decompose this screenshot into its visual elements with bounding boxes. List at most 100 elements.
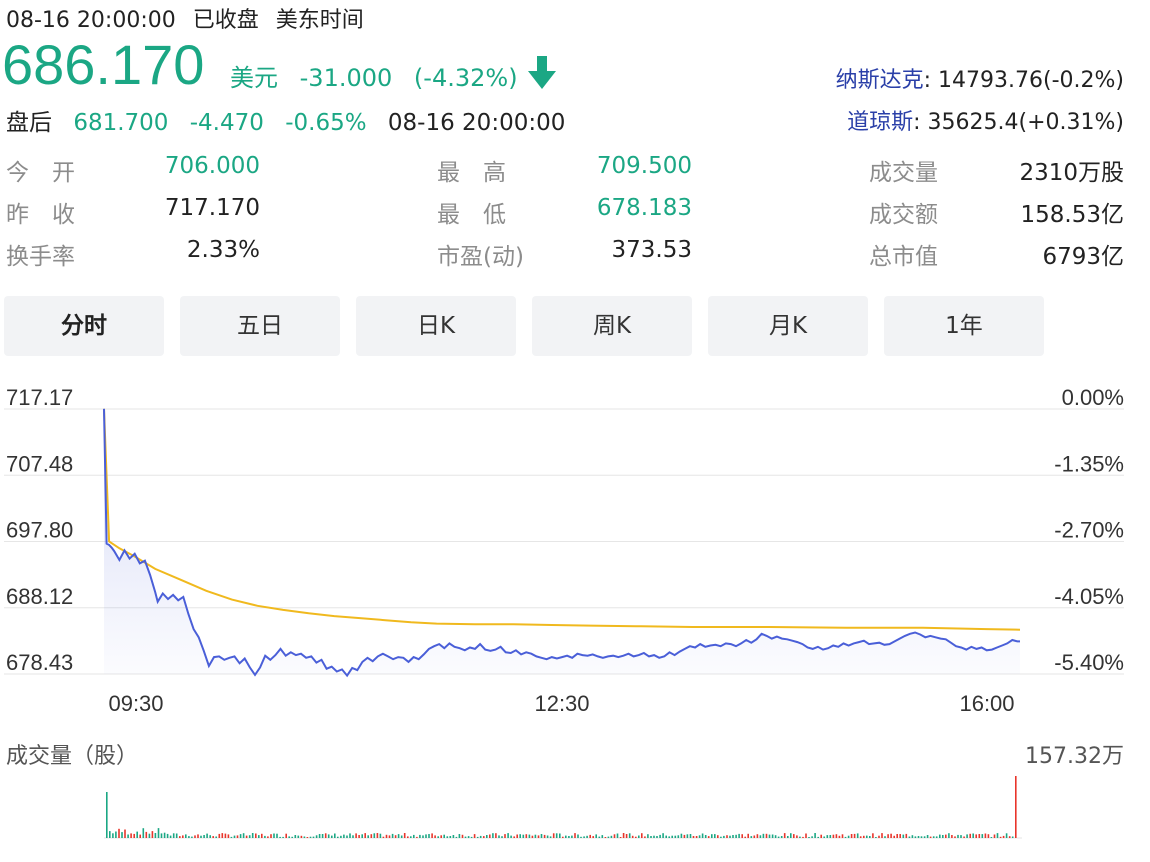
- volume-bar: [653, 835, 655, 838]
- volume-bar: [331, 835, 333, 838]
- volume-bar: [166, 833, 169, 838]
- volume-bar: [124, 829, 126, 838]
- quote-datetime: 08-16 20:00:00: [6, 8, 176, 33]
- y-tick-label-left: 707.48: [6, 451, 73, 476]
- volume-bar: [1002, 835, 1005, 838]
- volume-bar: [379, 833, 382, 838]
- volume-bar: [522, 834, 525, 838]
- volume-bar: [598, 836, 601, 838]
- volume-bar: [729, 835, 731, 838]
- volume-bar: [926, 835, 929, 838]
- price-change: -31.000: [299, 64, 393, 92]
- volume-bar: [115, 831, 117, 838]
- after-hours-price: 681.700: [73, 110, 169, 136]
- volume-bar: [984, 833, 987, 838]
- volume-bar: [233, 835, 236, 838]
- volume-bars: [104, 776, 1022, 839]
- tab-intraday[interactable]: 分时: [4, 296, 164, 356]
- y-tick-label-right: -4.05%: [1054, 584, 1124, 609]
- x-tick-label: 12:30: [534, 691, 589, 716]
- index-name: 纳斯达克: [835, 68, 924, 93]
- volume-bar: [343, 834, 345, 838]
- volume-bar: [972, 833, 974, 838]
- y-axis-labels-right: 0.00% -1.35% -2.70% -4.05% -5.40%: [1054, 385, 1124, 675]
- index-dow[interactable]: 道琼斯: 35625.4(+0.31%): [847, 104, 1124, 136]
- volume-bar: [215, 836, 217, 838]
- volume-bar: [823, 836, 825, 838]
- volume-bar: [1008, 836, 1011, 838]
- volume-bar: [236, 835, 239, 838]
- volume-bar: [543, 834, 546, 838]
- volume-bar: [519, 834, 521, 838]
- volume-bar: [403, 833, 406, 838]
- volume-bar: [987, 834, 990, 838]
- volume-bar: [890, 833, 892, 838]
- volume-bar: [929, 836, 932, 838]
- volume-bar: [875, 837, 877, 838]
- volume-bar: [917, 836, 920, 838]
- volume-bar: [483, 836, 485, 838]
- volume-bar: [847, 835, 850, 838]
- volume-bar: [337, 836, 339, 838]
- volume-bar: [555, 833, 558, 838]
- volume-bar: [790, 833, 792, 838]
- volume-bar: [212, 836, 214, 838]
- volume-bar: [346, 835, 348, 838]
- volume-bar: [525, 834, 528, 838]
- arrow-down-icon: [528, 56, 556, 89]
- volume-bar: [461, 834, 464, 838]
- volume-bar: [595, 834, 597, 838]
- stat-value-turnover-rate: 2.33%: [186, 237, 260, 263]
- volume-bar: [683, 834, 686, 838]
- volume-bar: [209, 835, 211, 838]
- tab-five-day[interactable]: 五日: [180, 296, 340, 356]
- volume-bar: [802, 836, 804, 838]
- volume-bar: [112, 833, 114, 838]
- volume-bar: [264, 835, 266, 838]
- volume-bar: [142, 828, 145, 838]
- volume-bar: [239, 834, 242, 838]
- volume-bar: [318, 834, 321, 838]
- volume-bar: [224, 833, 227, 838]
- volume-bar: [242, 833, 245, 838]
- stat-value-high: 709.500: [596, 153, 692, 179]
- volume-bar: [157, 828, 160, 838]
- index-nasdaq[interactable]: 纳斯达克: 14793.76(-0.2%): [836, 62, 1124, 94]
- volume-bar: [872, 833, 874, 838]
- volume-bar: [844, 836, 847, 838]
- volume-bar: [887, 834, 889, 838]
- volume-bar: [422, 835, 424, 838]
- volume-bar: [738, 833, 740, 838]
- volume-bar: [276, 833, 278, 838]
- index-name: 道琼斯: [847, 110, 914, 135]
- volume-bar: [850, 834, 853, 838]
- volume-bar: [735, 834, 737, 838]
- volume-bar: [479, 835, 482, 838]
- volume-bar: [692, 836, 695, 838]
- tab-one-year[interactable]: 1年: [884, 296, 1044, 356]
- volume-bar: [507, 833, 509, 838]
- volume-bar: [516, 834, 518, 838]
- volume-bar: [689, 834, 692, 838]
- volume-bar: [780, 836, 783, 838]
- volume-bar: [650, 836, 652, 838]
- volume-bar: [537, 835, 540, 838]
- volume-bar: [245, 835, 248, 838]
- volume-bar: [467, 836, 470, 838]
- volume-max-label: 157.32万: [1025, 744, 1124, 769]
- volume-bar: [625, 834, 628, 838]
- volume-bar: [881, 833, 883, 838]
- tab-daily-k[interactable]: 日K: [356, 296, 516, 356]
- tab-monthly-k[interactable]: 月K: [708, 296, 868, 356]
- tab-weekly-k[interactable]: 周K: [532, 296, 692, 356]
- index-value: : 14793.76(-0.2%): [923, 68, 1124, 93]
- volume-bar: [413, 834, 415, 838]
- volume-bar: [194, 835, 196, 838]
- volume-bar: [261, 833, 263, 838]
- volume-bar: [258, 835, 260, 838]
- volume-bar: [400, 835, 403, 838]
- volume-bar: [601, 835, 604, 838]
- intraday-price-chart[interactable]: 717.17 707.48 697.80 688.12 678.43 0.00% -1.3…: [0, 368, 1150, 728]
- volume-bar: [659, 834, 661, 838]
- volume-bar: [963, 836, 965, 838]
